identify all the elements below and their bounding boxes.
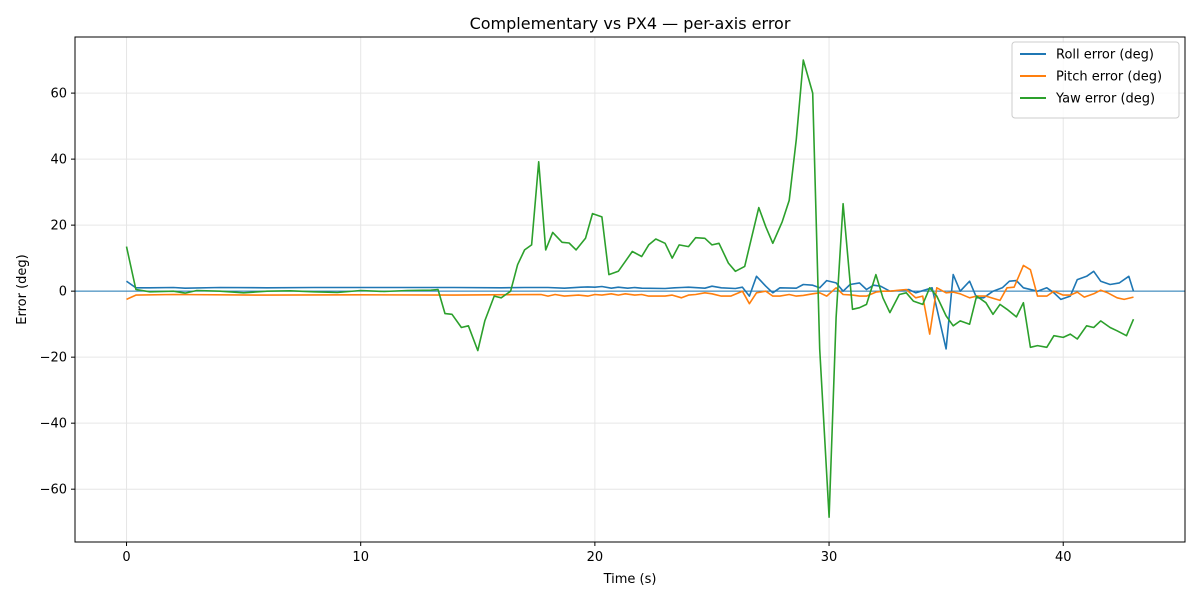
y-tick-label: −20 (40, 351, 67, 366)
x-axis-label: Time (s) (603, 572, 657, 587)
legend-box (1011, 41, 1180, 119)
y-tick-label: 20 (50, 219, 67, 234)
x-tick-label: 30 (821, 550, 838, 565)
legend-label: Pitch error (deg) (1056, 70, 1162, 85)
series-line-yaw (125, 59, 1135, 518)
x-tick-label: 0 (122, 550, 130, 565)
legend-label: Yaw error (deg) (1055, 92, 1155, 107)
y-tick-label: −60 (40, 483, 67, 498)
plot-frame (74, 36, 1186, 543)
y-tick-label: 60 (50, 87, 67, 102)
x-tick-label: 10 (352, 550, 369, 565)
y-tick-label: −40 (40, 417, 67, 432)
y-axis-label: Error (deg) (15, 254, 30, 324)
series-layer (125, 59, 1135, 518)
legend-label: Roll error (deg) (1056, 48, 1154, 63)
x-tick-label: 40 (1055, 550, 1072, 565)
series-line-pitch (126, 264, 1134, 335)
y-tick-label: 40 (50, 153, 67, 168)
y-tick-label: 0 (59, 285, 67, 300)
legend: Roll error (deg) Pitch error (deg) Yaw err… (1011, 41, 1180, 119)
series-line-roll (126, 270, 1135, 350)
axis-ticks: 0 10 20 30 40 −60 −40 −20 0 20 40 60 (40, 87, 1072, 565)
chart-title: Complementary vs PX4 — per-axis error (470, 14, 791, 33)
x-tick-label: 20 (587, 550, 604, 565)
